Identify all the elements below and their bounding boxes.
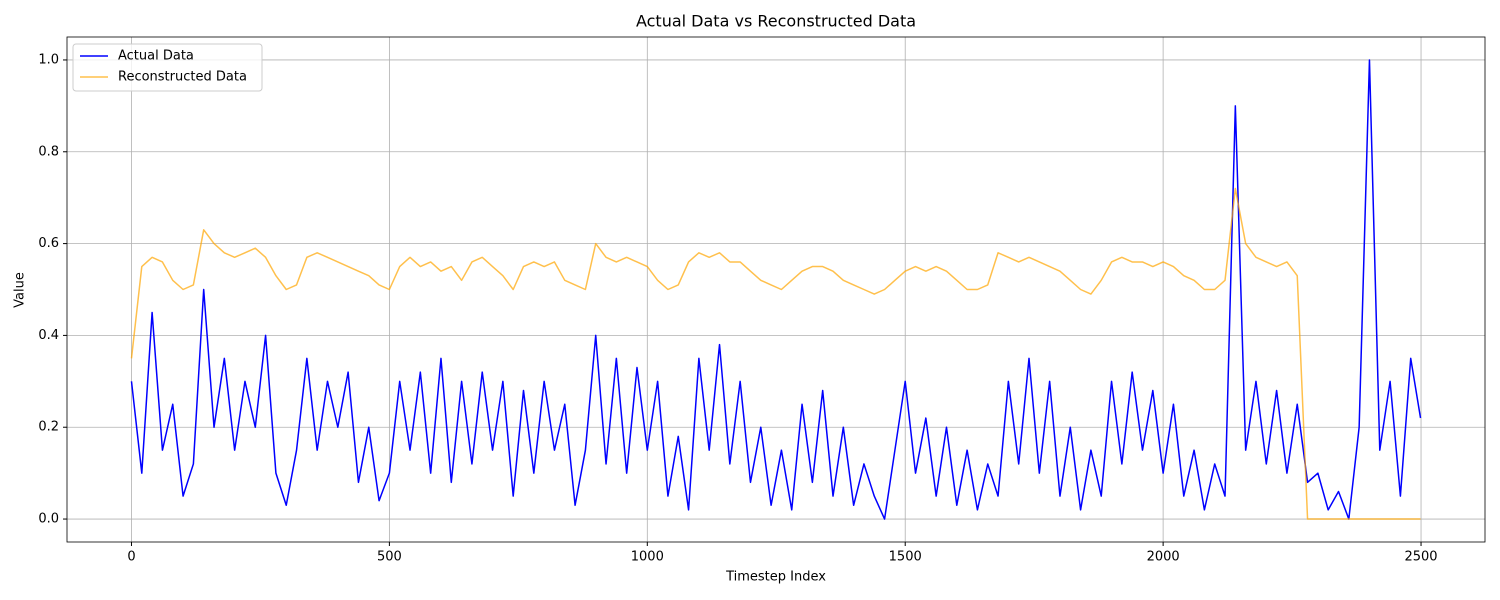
y-tick-label: 0.0 [38, 512, 59, 527]
x-tick-label: 500 [377, 550, 402, 565]
data-line [130, 187, 1421, 520]
x-tick-label: 2500 [1404, 550, 1437, 565]
legend-label: Actual Data [118, 49, 194, 64]
legend-label: Reconstructed Data [118, 70, 247, 85]
plot-frame [66, 36, 1486, 543]
y-tick-label: 0.6 [38, 236, 59, 251]
data-line [130, 59, 1422, 520]
chart-title: Actual Data vs Reconstructed Data [636, 12, 916, 31]
y-axis-label: Value [13, 272, 28, 308]
x-tick-label: 2000 [1147, 550, 1180, 565]
x-tick-label: 1000 [631, 550, 664, 565]
x-tick-label: 0 [127, 550, 135, 565]
y-tick-label: 0.2 [38, 420, 59, 435]
x-axis-label: Timestep Index [725, 570, 826, 585]
y-tick-label: 0.8 [38, 144, 59, 159]
y-tick-label: 0.4 [38, 328, 59, 343]
legend-box [72, 43, 263, 92]
y-tick-label: 1.0 [38, 52, 59, 67]
x-tick-label: 1500 [889, 550, 922, 565]
